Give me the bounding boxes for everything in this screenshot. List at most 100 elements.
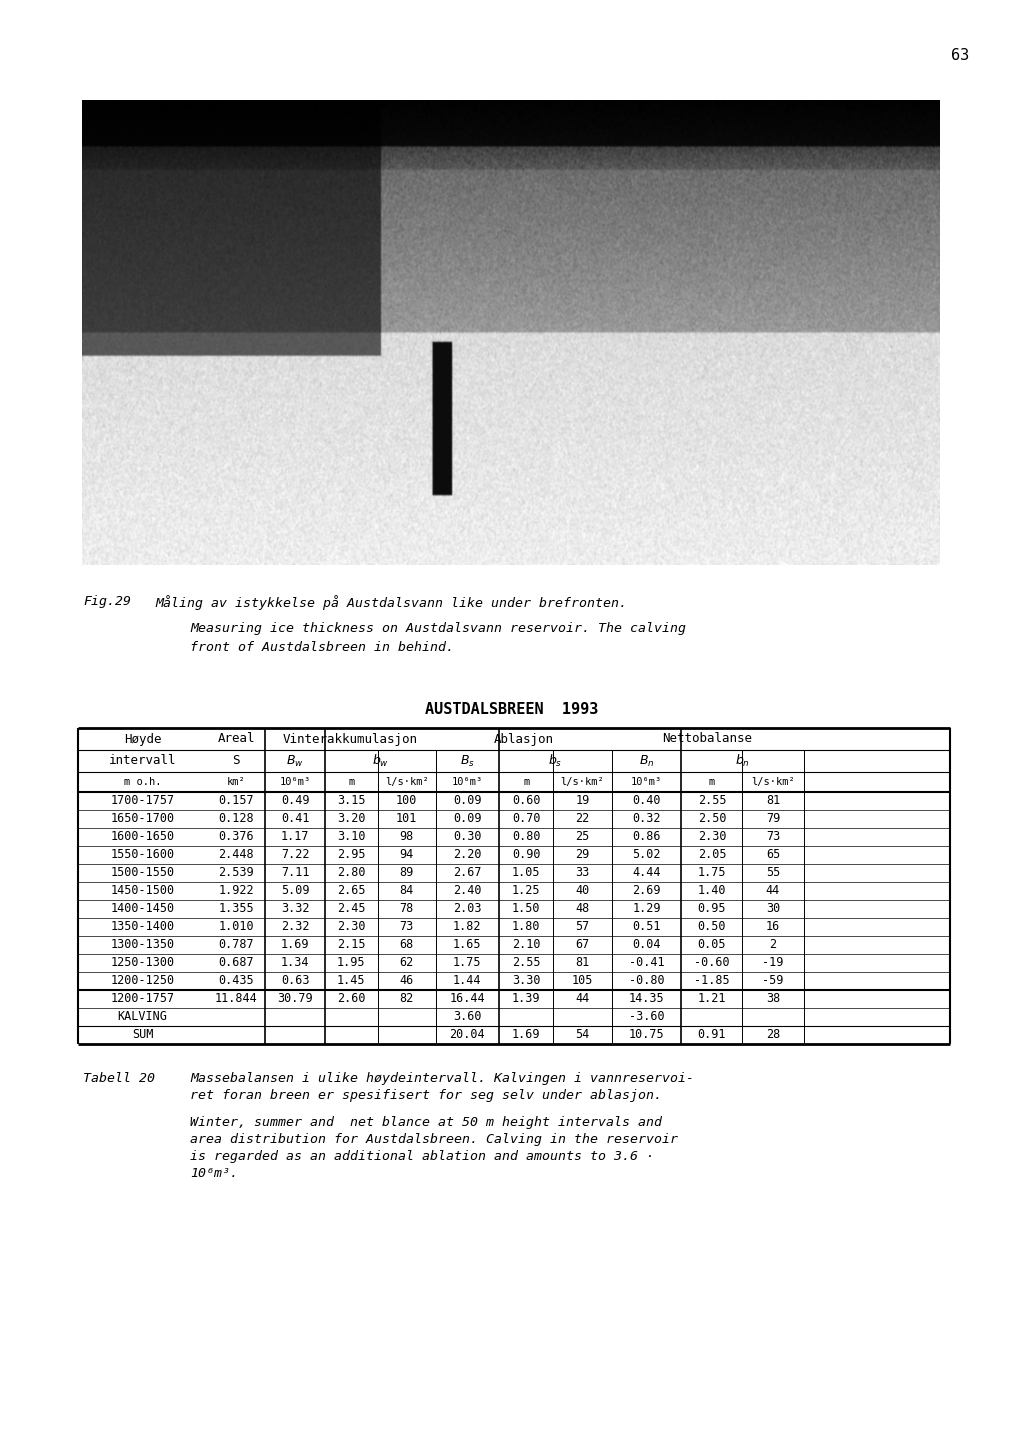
Text: 65: 65 [766,849,780,862]
Text: 57: 57 [575,921,590,934]
Text: km²: km² [227,778,246,788]
Text: Fig.29: Fig.29 [83,595,131,608]
Text: 2.67: 2.67 [453,866,481,879]
Text: -0.60: -0.60 [694,957,730,970]
Text: 7.11: 7.11 [281,866,309,879]
Text: 0.04: 0.04 [632,938,660,951]
Text: Ablasjon: Ablasjon [494,733,554,746]
Text: 0.128: 0.128 [218,812,254,825]
Text: 7.22: 7.22 [281,849,309,862]
Text: 1200-1250: 1200-1250 [111,975,174,988]
Text: -59: -59 [762,975,783,988]
Text: 2.30: 2.30 [697,831,726,844]
Text: $B_w$: $B_w$ [287,753,304,769]
Text: 2.45: 2.45 [337,902,366,915]
Text: 0.50: 0.50 [697,921,726,934]
Text: 78: 78 [399,902,414,915]
Text: 48: 48 [575,902,590,915]
Text: 94: 94 [399,849,414,862]
Text: 2.30: 2.30 [337,921,366,934]
Text: 1.010: 1.010 [218,921,254,934]
Text: 54: 54 [575,1028,590,1041]
Text: 81: 81 [766,795,780,808]
Text: 2.32: 2.32 [281,921,309,934]
Text: 98: 98 [399,831,414,844]
Text: 0.40: 0.40 [632,795,660,808]
Text: 0.376: 0.376 [218,831,254,844]
Text: 14.35: 14.35 [629,992,665,1005]
Text: 1.75: 1.75 [453,957,481,970]
Text: 68: 68 [399,938,414,951]
Text: 1700-1757: 1700-1757 [111,795,174,808]
Text: 1.69: 1.69 [281,938,309,951]
Text: 1400-1450: 1400-1450 [111,902,174,915]
Text: Winter, summer and  net blance at 50 m height intervals and: Winter, summer and net blance at 50 m he… [190,1116,662,1129]
Text: SUM: SUM [132,1028,154,1041]
Text: 0.86: 0.86 [632,831,660,844]
Text: $b_n$: $b_n$ [735,753,750,769]
Text: 73: 73 [399,921,414,934]
Text: 0.49: 0.49 [281,795,309,808]
Text: 44: 44 [766,885,780,898]
Text: 2.40: 2.40 [453,885,481,898]
Text: 30.79: 30.79 [278,992,313,1005]
Text: 73: 73 [766,831,780,844]
Text: 2: 2 [769,938,776,951]
Text: 0.687: 0.687 [218,957,254,970]
Text: 16: 16 [766,921,780,934]
Text: 81: 81 [575,957,590,970]
Text: 1.44: 1.44 [453,975,481,988]
Text: 1.75: 1.75 [697,866,726,879]
Text: 0.09: 0.09 [453,812,481,825]
Text: 2.50: 2.50 [697,812,726,825]
Text: 2.60: 2.60 [337,992,366,1005]
Text: 1.69: 1.69 [512,1028,541,1041]
Text: 3.32: 3.32 [281,902,309,915]
Text: 0.09: 0.09 [453,795,481,808]
Text: 2.69: 2.69 [632,885,660,898]
Text: 1200-1757: 1200-1757 [111,992,174,1005]
Text: 55: 55 [766,866,780,879]
Text: 10⁶m³: 10⁶m³ [452,778,483,788]
Text: 1.45: 1.45 [337,975,366,988]
Text: 19: 19 [575,795,590,808]
Text: l/s·km²: l/s·km² [385,778,429,788]
Text: -0.80: -0.80 [629,975,665,988]
Text: 62: 62 [399,957,414,970]
Text: 20.04: 20.04 [450,1028,485,1041]
Text: 10⁶m³: 10⁶m³ [631,778,663,788]
Text: 63: 63 [951,48,969,62]
Text: l/s·km²: l/s·km² [752,778,795,788]
Text: 0.70: 0.70 [512,812,541,825]
Text: 5.09: 5.09 [281,885,309,898]
Text: 1.29: 1.29 [632,902,660,915]
Text: 1.34: 1.34 [281,957,309,970]
Text: 0.30: 0.30 [453,831,481,844]
Text: 1.355: 1.355 [218,902,254,915]
Text: 0.90: 0.90 [512,849,541,862]
Text: 33: 33 [575,866,590,879]
Text: 3.20: 3.20 [337,812,366,825]
Text: 10⁶m³: 10⁶m³ [280,778,310,788]
Text: 1300-1350: 1300-1350 [111,938,174,951]
Text: 2.80: 2.80 [337,866,366,879]
Text: 10⁶m³.: 10⁶m³. [190,1167,238,1180]
Text: 0.05: 0.05 [697,938,726,951]
Text: 28: 28 [766,1028,780,1041]
Text: S: S [232,754,240,767]
Text: 44: 44 [575,992,590,1005]
Text: ret foran breen er spesifisert for seg selv under ablasjon.: ret foran breen er spesifisert for seg s… [190,1089,662,1102]
Text: 46: 46 [399,975,414,988]
Text: 0.32: 0.32 [632,812,660,825]
Text: 0.435: 0.435 [218,975,254,988]
Text: 40: 40 [575,885,590,898]
Text: 22: 22 [575,812,590,825]
Text: 89: 89 [399,866,414,879]
Text: 1.39: 1.39 [512,992,541,1005]
Text: 1350-1400: 1350-1400 [111,921,174,934]
Text: Nettobalanse: Nettobalanse [663,733,753,746]
Text: area distribution for Austdalsbreen. Calving in the reservoir: area distribution for Austdalsbreen. Cal… [190,1132,678,1145]
Text: 1600-1650: 1600-1650 [111,831,174,844]
Text: m: m [709,778,715,788]
Text: 82: 82 [399,992,414,1005]
